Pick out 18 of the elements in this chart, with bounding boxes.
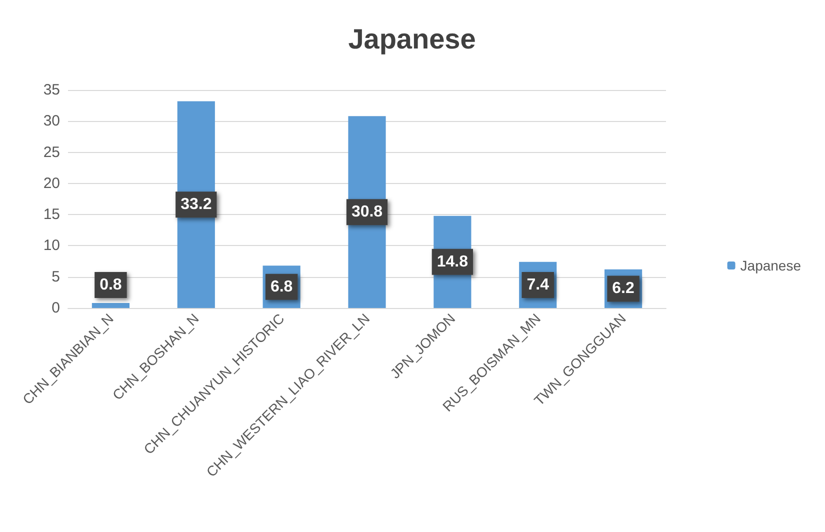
y-tick-label: 5 xyxy=(52,268,60,286)
y-tick-label: 25 xyxy=(43,144,60,161)
data-label: 14.8 xyxy=(436,253,468,270)
data-label: 30.8 xyxy=(351,204,383,221)
data-label: 6.8 xyxy=(270,278,293,296)
y-tick-label: 35 xyxy=(43,82,60,98)
chart-title: Japanese xyxy=(348,24,476,54)
y-tick-label: 0 xyxy=(52,300,60,316)
y-tick-label: 10 xyxy=(43,237,60,254)
data-label: 7.4 xyxy=(526,276,550,294)
y-tick-label: 30 xyxy=(43,112,60,130)
data-label: 6.2 xyxy=(612,280,635,298)
legend-label: Japanese xyxy=(740,258,802,274)
bar xyxy=(92,303,130,308)
data-label: 33.2 xyxy=(180,196,212,214)
data-label: 0.8 xyxy=(100,276,122,294)
y-tick-label: 15 xyxy=(43,206,60,224)
y-tick-label: 20 xyxy=(43,174,60,192)
